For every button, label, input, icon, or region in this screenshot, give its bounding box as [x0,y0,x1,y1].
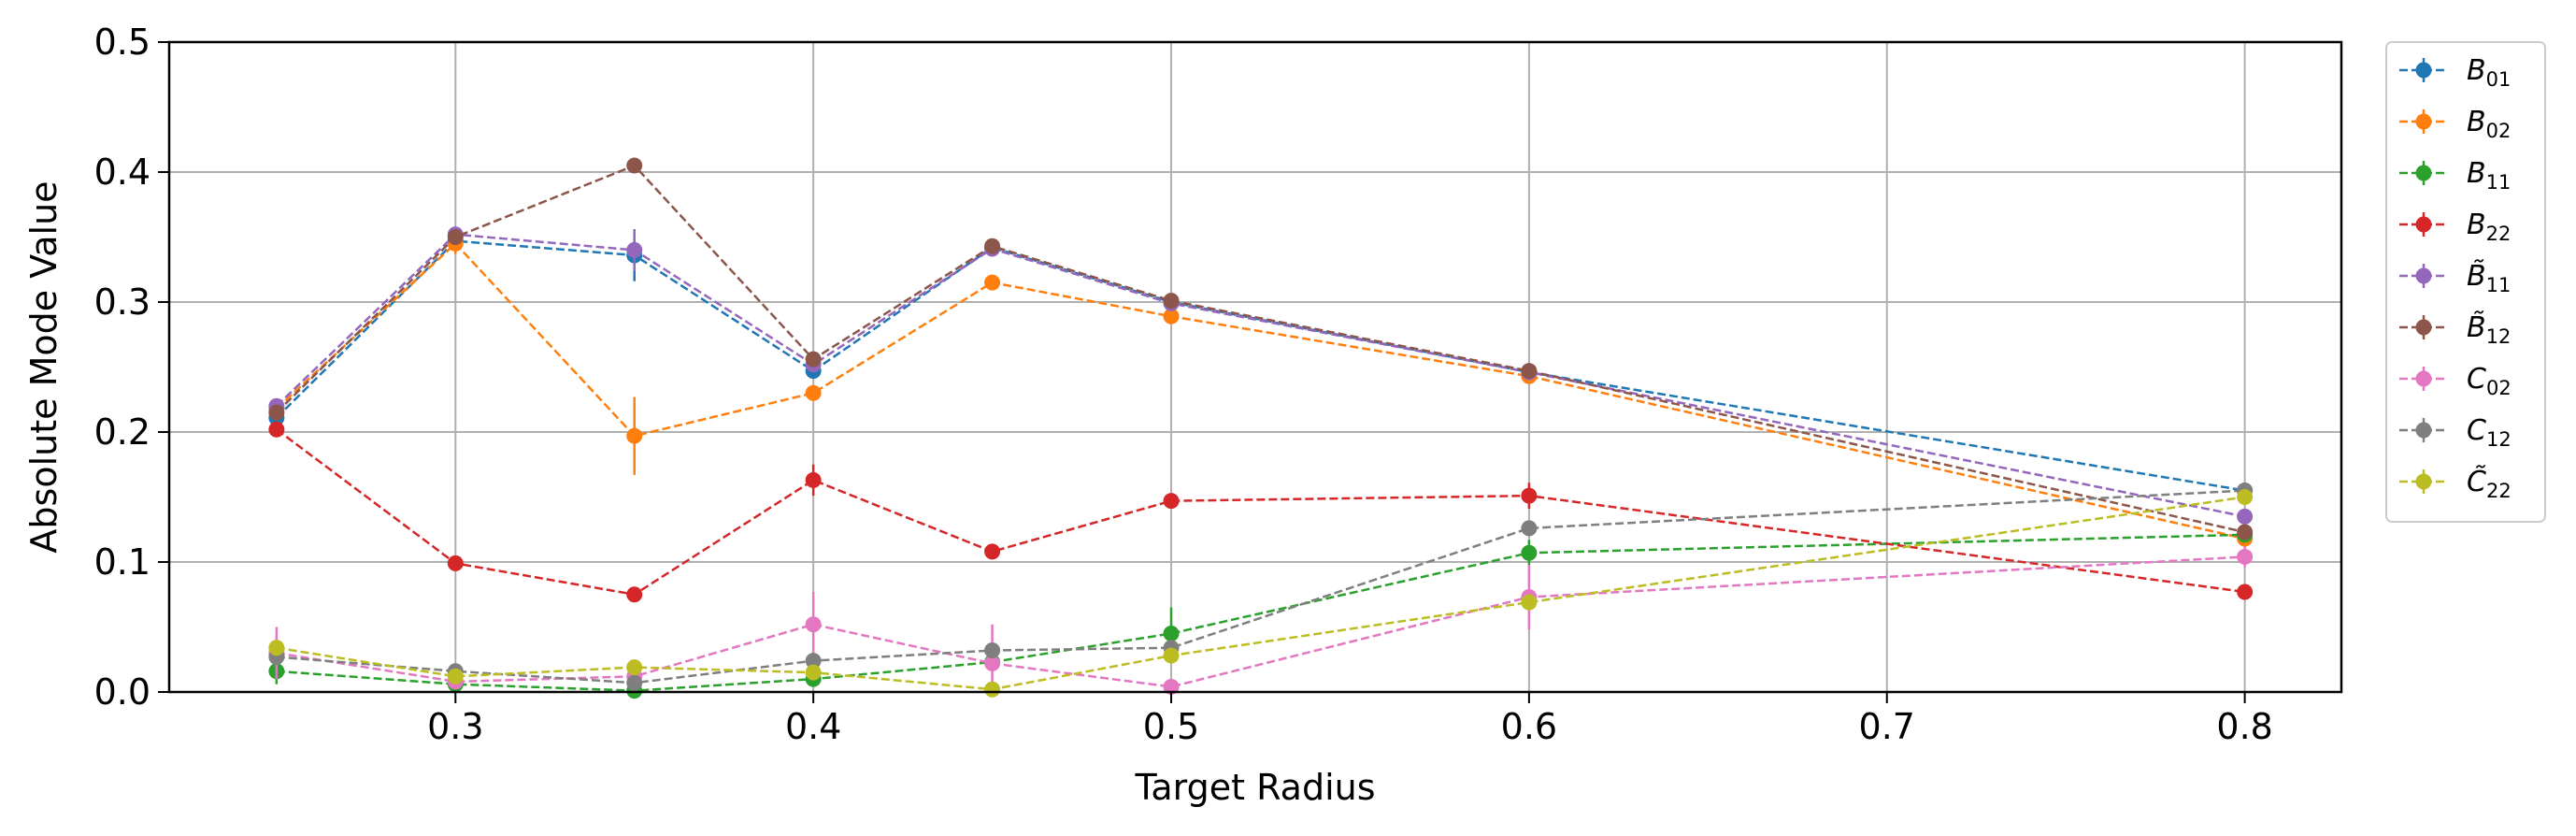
series-B22 [268,421,2254,603]
y-tick-label: 0.5 [94,22,150,63]
legend-label: B̃12 [2467,311,2511,348]
data-point [2237,524,2254,541]
data-point [447,555,464,571]
y-tick-label: 0.1 [94,541,150,583]
legend-label: B01 [2467,54,2511,91]
series-line [276,428,2245,597]
x-tick-label: 0.4 [785,706,841,747]
axis-ticks: 0.3 0.4 0.5 0.6 0.7 0.8 0.0 0.1 0.2 0.3 0.4 0.5 [94,22,2273,747]
series-layer [268,157,2254,699]
data-point [268,421,285,438]
data-point [626,241,643,258]
x-tick-label: 0.3 [427,706,483,747]
series-Btilde12 [268,157,2254,541]
data-point [1163,625,1180,641]
legend-label: B11 [2467,157,2511,194]
data-point [1521,363,1538,380]
data-point [626,157,643,174]
data-point [984,543,1001,560]
legend-marker [2415,473,2432,490]
data-point [1163,647,1180,664]
legend-entry: C̃22 [2399,466,2512,502]
legend-marker [2415,370,2432,387]
plot-frame [167,40,2343,694]
legend: B01 B02 B11 B22 B̃11 B̃12 C02 C12 C̃22 [2385,41,2546,523]
legend-entry: B̃11 [2399,260,2511,296]
data-point [805,616,822,633]
data-point [626,427,643,444]
x-tick-label: 0.6 [1501,706,1557,747]
data-point [2237,548,2254,565]
data-point [626,659,643,676]
legend-label: B̃11 [2467,260,2511,296]
y-tick-label: 0.0 [94,671,150,713]
data-point [626,586,643,603]
data-point [1521,544,1538,561]
data-point [805,664,822,681]
data-point [984,238,1001,254]
series-line [276,496,2245,691]
legend-entry: C12 [2399,414,2512,451]
data-point [447,229,464,245]
series-line [276,533,2245,692]
data-point [2237,489,2254,505]
data-point [805,471,822,488]
legend-entry: B22 [2399,209,2511,245]
legend-label: C12 [2467,414,2512,451]
data-point [268,404,285,421]
series-line [276,555,2245,688]
legend-entry: C02 [2399,363,2512,399]
series-line [275,164,2245,534]
data-point [984,274,1001,291]
data-point [626,674,643,691]
legend-label: C̃22 [2467,466,2512,502]
data-point [805,384,822,401]
legend-marker [2415,319,2432,336]
y-tick-label: 0.2 [94,411,150,453]
data-point [984,655,1001,671]
legend-label: B22 [2467,209,2511,245]
series-line [275,233,2245,518]
data-point [984,642,1001,659]
y-axis-label: Absolute Mode Value [23,180,64,553]
x-axis-label: Target Radius [1134,767,1375,808]
data-point [447,668,464,685]
legend-marker [2415,62,2432,79]
x-tick-label: 0.7 [1859,706,1915,747]
legend-entry: B11 [2399,157,2511,194]
series-line [276,241,2245,541]
legend-label: B02 [2467,106,2511,142]
y-tick-label: 0.3 [94,281,150,323]
legend-marker [2415,165,2432,181]
legend-marker [2415,113,2432,130]
data-point [805,351,822,368]
data-point [1163,493,1180,510]
data-point [2237,584,2254,600]
y-tick-label: 0.4 [94,151,150,193]
data-point [1521,520,1538,537]
series-Ctilde22 [268,489,2254,698]
series-line [276,489,2245,685]
data-point [984,681,1001,698]
legend-entry: B̃12 [2399,311,2511,348]
data-point [1521,487,1538,504]
data-point [805,653,822,670]
data-point [2237,508,2254,525]
data-point [1163,678,1180,695]
legend-marker [2415,216,2432,233]
data-point [1163,293,1180,310]
data-point [1521,594,1538,611]
x-tick-label: 0.5 [1143,706,1199,747]
legend-frame [2385,41,2546,523]
legend-marker [2415,267,2432,284]
legend-entry: B01 [2399,54,2511,91]
legend-label: C02 [2467,363,2512,399]
legend-marker [2415,422,2432,439]
legend-entry: B02 [2399,106,2511,142]
data-point [268,640,285,656]
x-tick-label: 0.8 [2216,706,2272,747]
data-point [1163,308,1180,324]
